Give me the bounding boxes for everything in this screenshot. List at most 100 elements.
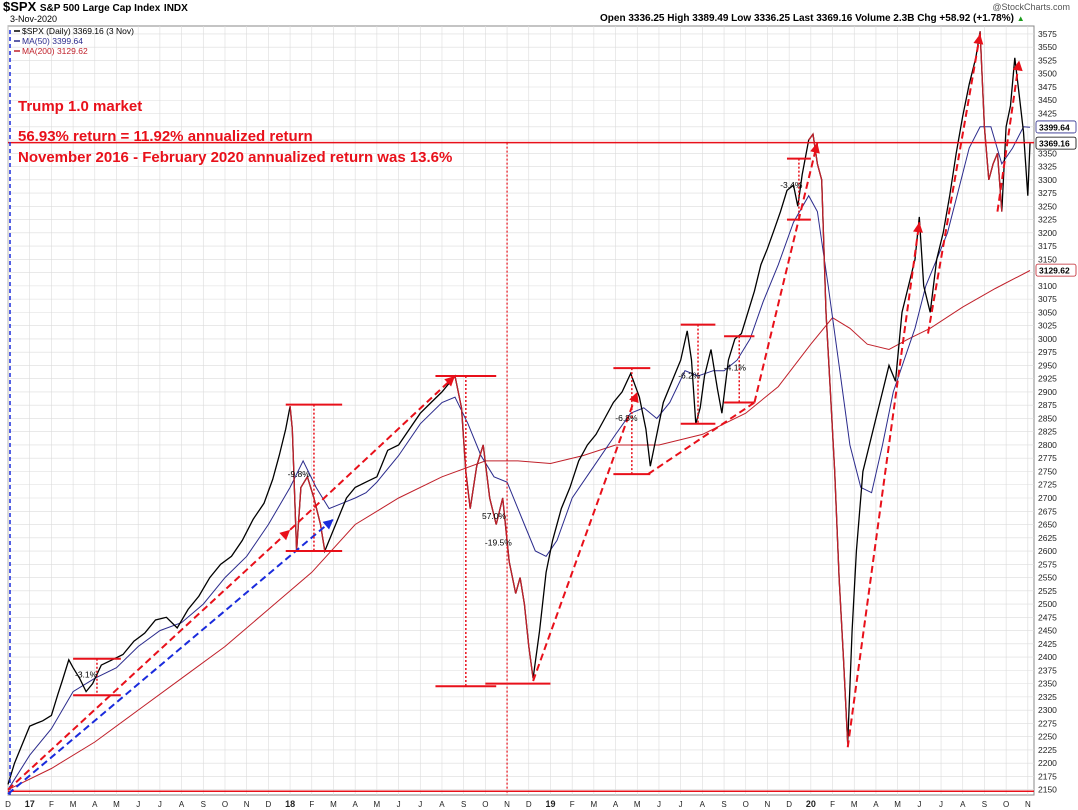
x-tick-label: D (526, 800, 532, 809)
trend-line-2019c-arrowhead (810, 142, 820, 154)
recovery-line-2020-arrowhead (913, 222, 923, 233)
y-tick-label: 2375 (1038, 665, 1057, 675)
y-tick-label: 3225 (1038, 215, 1057, 225)
y-tick-label: 2275 (1038, 718, 1057, 728)
y-tick-label: 2650 (1038, 520, 1057, 530)
y-tick-label: 2700 (1038, 493, 1057, 503)
y-tick-label: 3425 (1038, 109, 1057, 119)
legend-entry: MA(50) 3399.64 (22, 36, 83, 46)
drawdown-label: -3.1% (75, 669, 98, 679)
trend-line-2020b-arrowhead (973, 33, 984, 45)
y-tick-label: 3350 (1038, 148, 1057, 158)
symbol-text: $SPX (3, 0, 37, 14)
y-tick-label: 3550 (1038, 42, 1057, 52)
y-tick-label: 2875 (1038, 400, 1057, 410)
recovery-line-2020 (846, 222, 921, 748)
y-tick-label: 3250 (1038, 201, 1057, 211)
last-price-tag: 3369.16 (1039, 139, 1070, 149)
y-tick-label: 3475 (1038, 82, 1057, 92)
ma50-price-tag: 3399.64 (1039, 122, 1070, 132)
y-tick-label: 3450 (1038, 95, 1057, 105)
y-tick-label: 2225 (1038, 745, 1057, 755)
last-price-tag-box (1035, 136, 1077, 150)
y-tick-label: 2625 (1038, 533, 1057, 543)
trend-line-2017 (7, 529, 291, 791)
trend-line-2018-arrowhead (444, 376, 455, 387)
y-tick-label: 3500 (1038, 69, 1057, 79)
symbol-label: $SPX S&P 500 Large Cap Index INDX (3, 0, 188, 14)
x-tick-label: J (657, 800, 661, 809)
y-tick-label: 2975 (1038, 347, 1057, 357)
x-tick-label: N (244, 800, 250, 809)
x-tick-label: J (397, 800, 401, 809)
blue-trend-line (7, 518, 335, 795)
y-tick-label: 3275 (1038, 188, 1057, 198)
x-tick-label: A (700, 800, 706, 809)
y-tick-label: 2425 (1038, 639, 1057, 649)
x-tick-label: A (92, 800, 98, 809)
y-tick-label: 2825 (1038, 427, 1057, 437)
x-tick-label: O (222, 800, 228, 809)
x-tick-label: A (960, 800, 966, 809)
x-tick-label: J (136, 800, 140, 809)
y-tick-label: 2600 (1038, 546, 1057, 556)
x-tick-label: J (679, 800, 683, 809)
x-tick-label: D (786, 800, 792, 809)
x-tick-label: S (982, 800, 987, 809)
y-tick-label: 2250 (1038, 732, 1057, 742)
trend-line-2020c (996, 60, 1021, 212)
y-tick-label: 2350 (1038, 679, 1057, 689)
annotation-line-2: November 2016 - February 2020 annualized… (18, 149, 452, 166)
price-decline-overlay (289, 406, 326, 552)
x-tick-label: F (49, 800, 54, 809)
trend-line-2020b (927, 33, 982, 334)
y-tick-label: 3150 (1038, 254, 1057, 264)
y-tick-label: 3575 (1038, 29, 1057, 39)
y-tick-label: 2900 (1038, 387, 1057, 397)
trend-line-2017-arrowhead (279, 529, 291, 541)
x-tick-label: J (158, 800, 162, 809)
y-tick-label: 3025 (1038, 321, 1057, 331)
x-tick-label: S (461, 800, 466, 809)
y-tick-label: 2850 (1038, 413, 1057, 423)
ma200-price-tag-box (1035, 263, 1077, 277)
x-tick-label: 18 (285, 799, 295, 809)
x-tick-label: D (265, 800, 271, 809)
x-tick-label: M (374, 800, 381, 809)
x-tick-label: S (201, 800, 206, 809)
y-tick-label: 2675 (1038, 506, 1057, 516)
x-tick-label: A (439, 800, 445, 809)
exchange-label: INDX (163, 3, 188, 14)
x-tick-label: J (939, 800, 943, 809)
y-tick-label: 2525 (1038, 586, 1057, 596)
x-tick-label: 17 (25, 799, 35, 809)
y-tick-label: 2175 (1038, 771, 1057, 781)
ma200-price-tag: 3129.62 (1039, 266, 1070, 276)
trend-line-2018 (289, 375, 456, 531)
ohlc-text: Open 3336.25 High 3389.49 Low 3336.25 La… (600, 13, 1014, 24)
x-tick-label: M (330, 800, 337, 809)
y-tick-label: 2925 (1038, 374, 1057, 384)
x-tick-label: 20 (806, 799, 816, 809)
trend-line-2019c (753, 142, 819, 403)
series-line-ma-50- (7, 126, 1031, 790)
drawdown-label: -3.4% (780, 180, 803, 190)
index-name: S&P 500 Large Cap Index (39, 3, 161, 14)
x-tick-label: N (1025, 800, 1031, 809)
y-tick-label: 3200 (1038, 228, 1057, 238)
y-tick-label: 3000 (1038, 334, 1057, 344)
y-tick-label: 2750 (1038, 466, 1057, 476)
ma50-price-tag-box (1035, 120, 1077, 134)
drawdown-label: -9.8% (288, 469, 311, 479)
drawdown-label: -6.8% (615, 413, 638, 423)
y-tick-label: 3525 (1038, 55, 1057, 65)
y-tick-label: 2200 (1038, 758, 1057, 768)
price-decline-overlay (979, 31, 1003, 212)
y-tick-label: 2475 (1038, 612, 1057, 622)
legend-entry: MA(200) 3129.62 (22, 46, 88, 56)
y-tick-label: 2550 (1038, 573, 1057, 583)
x-tick-label: M (591, 800, 598, 809)
y-tick-label: 2775 (1038, 453, 1057, 463)
series-line-ma-200- (7, 270, 1031, 791)
